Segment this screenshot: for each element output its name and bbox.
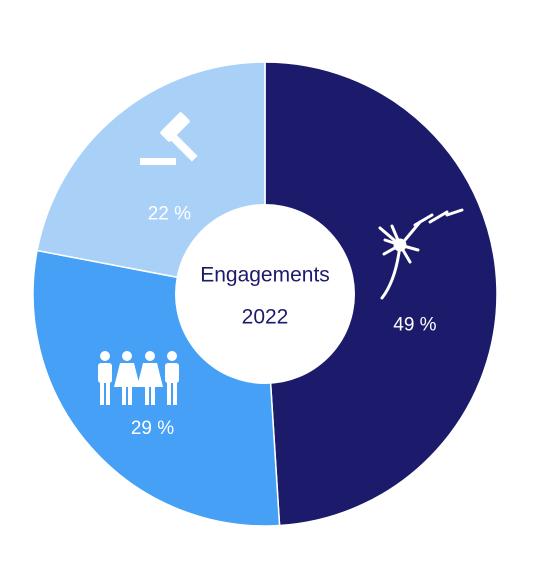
gavel-icon — [140, 112, 198, 165]
value-label: 49 % — [393, 314, 436, 335]
people-icon — [98, 351, 179, 405]
slice — [264, 61, 498, 527]
center-title: Engagements — [200, 264, 330, 287]
center-subtitle: 2022 — [242, 306, 289, 329]
dandelion-icon — [378, 208, 464, 300]
value-label: 22 % — [148, 203, 191, 224]
value-label: 29 % — [131, 418, 174, 439]
donut-hole — [175, 204, 355, 384]
